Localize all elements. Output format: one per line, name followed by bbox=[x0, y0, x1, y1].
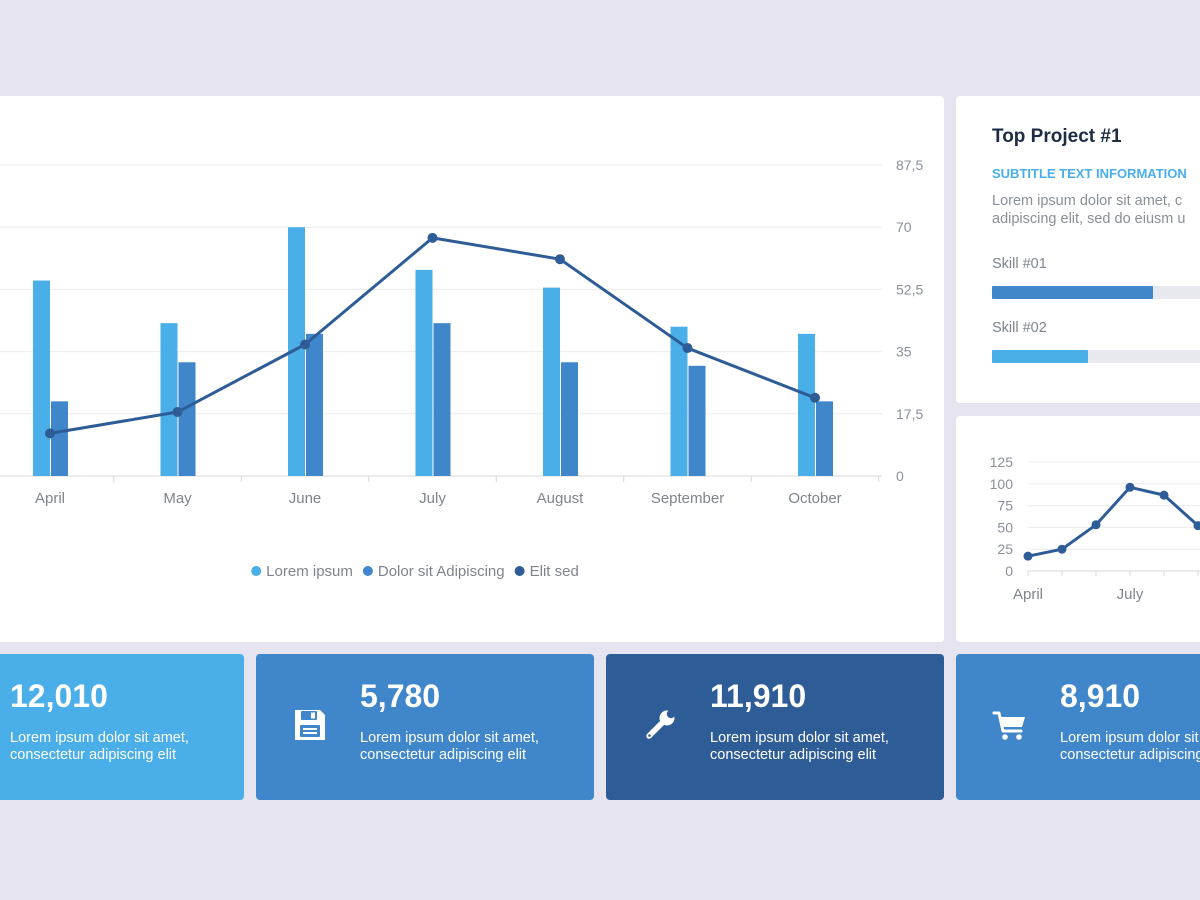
legend: Lorem ipsum Dolor sit Adipiscing Elit sed bbox=[251, 563, 579, 580]
stat-3-description-line-2: consectetur adipiscing elit bbox=[710, 747, 877, 763]
y-tick-label: 0 bbox=[896, 468, 904, 484]
stat-card-1: 12,010 Lorem ipsum dolor sit amet, conse… bbox=[0, 654, 244, 800]
bar-lorem-ipsum bbox=[670, 326, 688, 476]
stat-1-description: Lorem ipsum dolor sit amet, consectetur … bbox=[10, 730, 189, 764]
mini-x-tick-label: April bbox=[1013, 586, 1043, 603]
line-point bbox=[45, 428, 55, 439]
main-chart-card: 0 17,5 35 52,5 70 87,5 April May June July August S… bbox=[0, 96, 944, 642]
y-tick-label: 17,5 bbox=[896, 406, 923, 422]
project-card: Top Project #1 SUBTITLE TEXT INFORMATION… bbox=[956, 96, 1200, 403]
x-tick-label: September bbox=[651, 490, 724, 507]
mini-y-tick-label: 100 bbox=[990, 476, 1014, 492]
legend-label: Dolor sit Adipiscing bbox=[378, 563, 505, 580]
skill-2-label: Skill #02 bbox=[992, 320, 1047, 336]
stat-3-description: Lorem ipsum dolor sit amet, consectetur … bbox=[710, 730, 889, 764]
bar-dolor-sit-adipiscing bbox=[51, 401, 68, 476]
skill-1-fill bbox=[992, 286, 1153, 299]
stat-1-description-line-2: consectetur adipiscing elit bbox=[10, 747, 177, 763]
stat-4-description: Lorem ipsum dolor sit amet, consectetur … bbox=[1060, 730, 1200, 764]
floppy-disk-icon bbox=[295, 710, 325, 740]
y-tick-label: 70 bbox=[896, 219, 912, 235]
stat-card-2: 5,780 Lorem ipsum dolor sit amet, consec… bbox=[256, 654, 594, 800]
bar-lorem-ipsum bbox=[415, 269, 433, 476]
stat-2-description-line-1: Lorem ipsum dolor sit amet, bbox=[360, 730, 539, 746]
line-point bbox=[300, 339, 310, 350]
x-tick-label: August bbox=[537, 490, 585, 507]
mini-x-tick-label: July bbox=[1117, 586, 1144, 603]
x-tick-label: April bbox=[35, 490, 65, 507]
skill-1-track bbox=[992, 286, 1200, 299]
mini-chart-card: 0 25 50 75 100 125 April July bbox=[956, 416, 1200, 642]
project-description-line-2: adipiscing elit, sed do eiusm u bbox=[992, 211, 1186, 227]
legend-marker bbox=[362, 566, 373, 576]
project-description-line-1: Lorem ipsum dolor sit amet, c bbox=[992, 193, 1183, 209]
x-tick-label: July bbox=[419, 490, 446, 507]
bar-lorem-ipsum bbox=[543, 287, 560, 476]
y-tick-label: 52,5 bbox=[896, 281, 923, 297]
mini-line bbox=[1027, 485, 1200, 558]
mini-y-tick-label: 75 bbox=[997, 498, 1013, 514]
bar-dolor-sit-adipiscing bbox=[561, 362, 578, 476]
stat-4-value: 8,910 bbox=[1060, 678, 1141, 714]
bar-lorem-ipsum bbox=[33, 280, 50, 476]
stat-card-3: 11,910 Lorem ipsum dolor sit amet, conse… bbox=[606, 654, 944, 800]
x-tick-label: October bbox=[788, 490, 841, 507]
line-point bbox=[172, 407, 183, 418]
mini-y-tick-label: 125 bbox=[990, 454, 1014, 470]
mini-y-tick-label: 25 bbox=[997, 541, 1013, 557]
stat-3-description-line-1: Lorem ipsum dolor sit amet, bbox=[710, 730, 889, 746]
mini-y-tick-label: 0 bbox=[1005, 563, 1013, 579]
skill-1-label: Skill #01 bbox=[992, 256, 1047, 272]
project-title: Top Project #1 bbox=[992, 126, 1122, 147]
bar-dolor-sit-adipiscing bbox=[306, 333, 323, 476]
bar-lorem-ipsum bbox=[160, 323, 178, 476]
main-chart: 0 17,5 35 52,5 70 87,5 April May June July August S… bbox=[0, 157, 923, 580]
bar-dolor-sit-adipiscing bbox=[178, 362, 196, 476]
bar-dolor-sit-adipiscing bbox=[433, 323, 451, 476]
shopping-cart-icon bbox=[992, 711, 1025, 740]
skill-2-fill bbox=[992, 350, 1088, 363]
bar-dolor-sit-adipiscing bbox=[688, 365, 706, 476]
line-point bbox=[427, 232, 438, 243]
stat-2-description-line-2: consectetur adipiscing elit bbox=[360, 747, 527, 763]
stat-2-value: 5,780 bbox=[360, 678, 441, 714]
line-point bbox=[682, 343, 693, 354]
y-tick-label: 87,5 bbox=[896, 157, 923, 173]
legend-marker bbox=[251, 566, 262, 576]
mini-chart: 0 25 50 75 100 125 April July bbox=[990, 454, 1200, 603]
legend-label: Lorem ipsum bbox=[266, 563, 353, 580]
line-point bbox=[555, 254, 565, 265]
stat-2-description: Lorem ipsum dolor sit amet, consectetur … bbox=[360, 730, 539, 764]
wrench-icon bbox=[646, 709, 676, 739]
bar-dolor-sit-adipiscing bbox=[816, 401, 833, 476]
line-point bbox=[810, 392, 820, 403]
mini-line-point bbox=[1057, 544, 1067, 554]
mini-line-point bbox=[1159, 490, 1169, 500]
stat-1-description-line-1: Lorem ipsum dolor sit amet, bbox=[10, 730, 189, 746]
stat-1-value: 12,010 bbox=[10, 678, 108, 714]
stat-3-value: 11,910 bbox=[710, 678, 807, 714]
skill-2-track bbox=[992, 350, 1200, 363]
stat-card-4: 8,910 Lorem ipsum dolor sit amet, consec… bbox=[956, 654, 1200, 800]
legend-marker bbox=[514, 566, 525, 576]
y-tick-label: 35 bbox=[896, 344, 912, 360]
mini-line-point bbox=[1193, 521, 1200, 531]
legend-label: Elit sed bbox=[530, 563, 579, 580]
project-description: Lorem ipsum dolor sit amet, c adipiscing… bbox=[992, 192, 1200, 228]
stat-4-description-line-2: consectetur adipiscing elit bbox=[1060, 747, 1200, 763]
project-subtitle: SUBTITLE TEXT INFORMATION bbox=[992, 166, 1187, 181]
mini-y-tick-label: 50 bbox=[997, 519, 1013, 535]
mini-line-point bbox=[1023, 551, 1033, 561]
mini-line-point bbox=[1125, 482, 1135, 492]
mini-line-point bbox=[1091, 520, 1101, 530]
stat-4-description-line-1: Lorem ipsum dolor sit amet, bbox=[1060, 730, 1200, 746]
x-tick-label: May bbox=[163, 490, 192, 507]
x-tick-label: June bbox=[289, 490, 322, 507]
bar-lorem-ipsum bbox=[288, 227, 305, 476]
bar-lorem-ipsum bbox=[798, 333, 815, 476]
